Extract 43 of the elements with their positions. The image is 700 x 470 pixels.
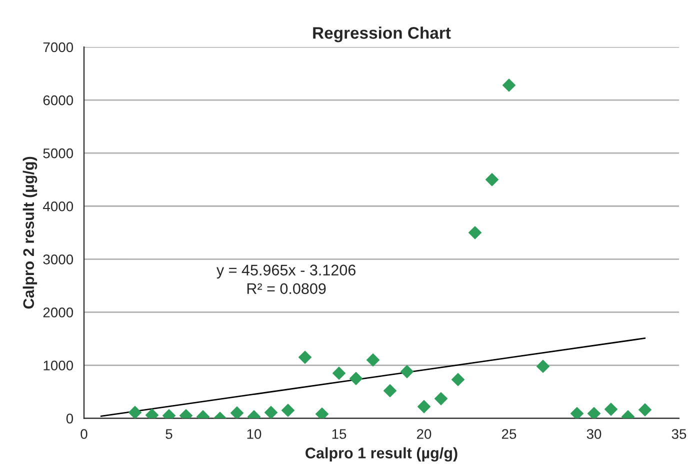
point [451,373,465,386]
y-tick-label: 1000 [44,360,74,370]
point [349,372,363,386]
point [570,406,584,418]
point [502,78,516,92]
point [383,384,397,398]
annotation: y = 45.965x - 3.1206 [216,264,356,279]
point [417,400,431,414]
point [604,402,618,416]
x-tick-label: 20 [416,429,432,439]
point [264,406,278,418]
point [400,365,414,378]
x-tick-label: 15 [332,429,346,439]
point [587,406,601,418]
point [128,406,142,418]
point [230,406,244,418]
point [434,392,448,406]
point [281,404,295,417]
y-tick-label: 7000 [43,42,74,52]
x-tick-label: 30 [586,429,602,439]
y-tick-label: 2000 [43,308,74,318]
point [332,366,346,380]
x-tick-label: 10 [247,429,262,439]
point [468,226,482,240]
y-tick-label: 3000 [43,254,74,264]
y-axis-title: Calpro 2 result (µg/g) [22,156,38,309]
y-tick-label: 6000 [43,95,74,106]
y-tick-label: 5000 [43,148,74,158]
x-tick-label: 35 [672,429,686,439]
point [536,360,550,373]
point [485,173,499,186]
y-tick-label: 4000 [43,201,74,212]
point [298,350,312,364]
point [315,407,329,418]
x-tick-label: 25 [502,429,516,439]
y-tick-label: 0 [66,414,74,424]
point [638,403,652,416]
point [366,353,380,367]
x-tick-label: 0 [80,429,88,439]
chart-title: Regression Chart [313,26,451,42]
annotation: R² = 0.0809 [247,283,326,294]
x-tick-label: 5 [166,429,172,439]
x-axis-title: Calpro 1 result (µg/g) [306,447,458,462]
